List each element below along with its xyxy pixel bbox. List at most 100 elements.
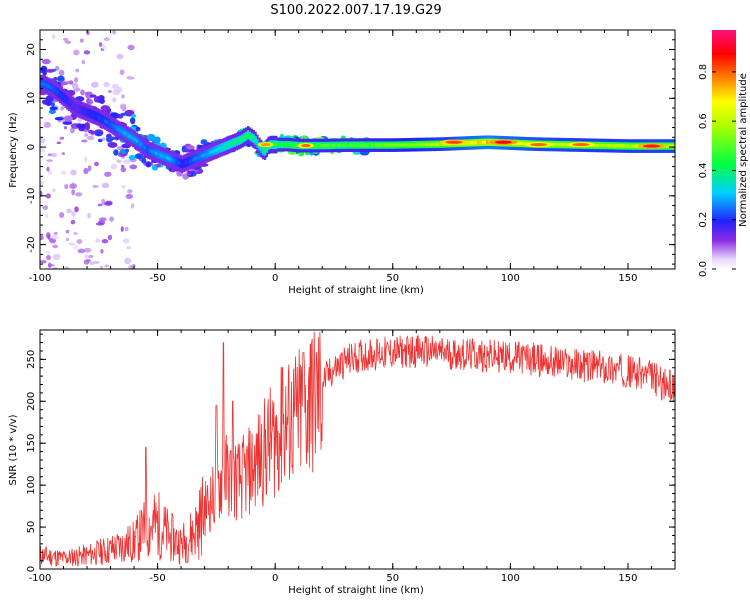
spectrogram-noise	[107, 234, 113, 241]
spectrogram-noise	[46, 166, 50, 172]
spectrogram-noise	[53, 231, 58, 236]
spectrogram-noise	[50, 152, 58, 158]
spectrogram-noise	[69, 183, 78, 189]
spectrogram-band-core	[598, 143, 602, 148]
spectrogram-band-core	[73, 105, 77, 109]
spectrogram-noise	[52, 244, 59, 249]
spectrogram-noise	[121, 164, 125, 168]
spectrogram-blob	[141, 157, 147, 164]
spectrogram-noise	[87, 212, 91, 219]
spectrogram-band-core	[196, 156, 199, 160]
spectrogram-band-core	[623, 144, 626, 148]
spectrogram-xtick-label: -100	[29, 273, 52, 284]
spectrogram-noise	[130, 202, 135, 209]
spectrogram-band-core	[241, 137, 244, 141]
spectrogram-noise	[83, 167, 89, 175]
spectrogram-noise	[119, 69, 125, 75]
spectrogram-band-core	[318, 143, 321, 148]
spectrogram-band-core	[56, 91, 60, 95]
spectrogram-band-core	[602, 143, 605, 148]
spectrogram-band-core	[102, 118, 105, 122]
spectrogram-band-core	[263, 149, 267, 153]
spectrogram-band-core	[356, 143, 359, 147]
spectrogram-band-core	[68, 100, 71, 104]
spectrogram-band-core	[139, 142, 143, 147]
spectrogram-hotspot	[260, 143, 271, 147]
spectrogram-blob	[99, 98, 105, 104]
colorbar-tick-label: 0.0	[698, 261, 709, 277]
spectrogram-band-core	[371, 143, 374, 147]
spectrogram-band-core	[373, 143, 376, 147]
spectrogram-noise	[71, 189, 76, 196]
snr-ylabel: SNR (10 * v/v)	[8, 414, 19, 485]
spectrogram-band-core	[361, 143, 365, 147]
snr-xtick-label: -100	[29, 573, 52, 584]
figure-title: S100.2022.007.17.19.G29	[270, 3, 441, 18]
spectrogram-noise	[100, 265, 104, 269]
spectrogram-noise	[84, 254, 89, 259]
spectrogram-noise	[125, 193, 134, 199]
colorbar-tick-label: 0.6	[698, 113, 709, 129]
spectrogram-band-core	[218, 146, 222, 151]
spectrogram-band-core	[325, 143, 329, 148]
spectrogram-band-core	[243, 135, 246, 140]
spectrogram-band-core	[184, 160, 188, 165]
spectrogram-band-core	[354, 143, 357, 147]
spectrogram-noise	[60, 106, 65, 111]
spectrogram-band-core	[327, 143, 331, 148]
spectrogram-noise	[46, 159, 54, 162]
spectrogram-blob	[88, 129, 93, 134]
spectrogram-band-core	[523, 141, 526, 146]
spectrogram-noise	[94, 161, 99, 167]
spectrogram-band-core	[256, 141, 259, 146]
spectrogram-blob	[89, 94, 97, 98]
spectrogram-band-core	[440, 142, 444, 146]
spectrogram-band-core	[194, 156, 197, 161]
spectrogram-band-core	[254, 138, 257, 143]
spectrogram-band-core	[162, 154, 165, 159]
spectrogram-band-core	[260, 146, 263, 151]
spectrogram-band-core	[203, 153, 206, 157]
spectrogram-band-core	[376, 143, 380, 147]
spectrogram-noise	[43, 121, 51, 128]
spectrogram-band-core	[608, 143, 611, 148]
spectrogram-band-core	[294, 143, 297, 147]
spectrogram-band-core	[135, 139, 139, 144]
spectrogram-band-core	[111, 123, 114, 128]
spectrogram-band-core	[100, 116, 103, 121]
spectrogram-band-core	[610, 144, 613, 148]
spectrogram-noise	[109, 216, 114, 222]
spectrogram-blob	[131, 113, 137, 118]
spectrogram-noise	[73, 49, 80, 56]
spectrogram-band-core	[557, 142, 560, 147]
spectrogram-band-core	[211, 149, 214, 154]
spectrogram-band-core	[147, 148, 150, 152]
spectrogram-band-core	[235, 139, 238, 144]
spectrogram-band-core	[98, 115, 101, 120]
spectrogram-noise	[68, 242, 76, 246]
spectrogram-hotspot	[572, 143, 590, 147]
spectrogram-band-core	[564, 143, 568, 147]
snr-xtick-label: 50	[386, 573, 399, 584]
spectrogram-blob	[45, 69, 55, 73]
spectrogram-band-core	[563, 143, 566, 147]
spectrogram-blob	[45, 99, 52, 107]
spectrogram-band-core	[322, 143, 325, 148]
spectrogram-band-core	[164, 155, 167, 159]
spectrogram-band-core	[485, 140, 489, 144]
spectrogram-noise	[74, 206, 79, 213]
spectrogram-band-core	[420, 142, 423, 147]
spectrogram-noise	[83, 247, 92, 253]
spectrogram-band-core	[596, 143, 600, 148]
spectrogram-band-core	[239, 138, 242, 142]
spectrogram-band-core	[606, 143, 609, 148]
spectrogram-band-core	[472, 141, 476, 145]
spectrogram-noise	[110, 163, 118, 170]
spectrogram-noise	[100, 248, 104, 254]
spectrogram-blob	[63, 115, 73, 122]
spectrogram-band-core	[487, 140, 491, 144]
spectrogram-band-core	[222, 145, 225, 149]
spectrogram-band-core	[668, 144, 671, 148]
spectrogram-band-core	[431, 142, 434, 147]
snr-ytick-label: 50	[26, 521, 37, 534]
